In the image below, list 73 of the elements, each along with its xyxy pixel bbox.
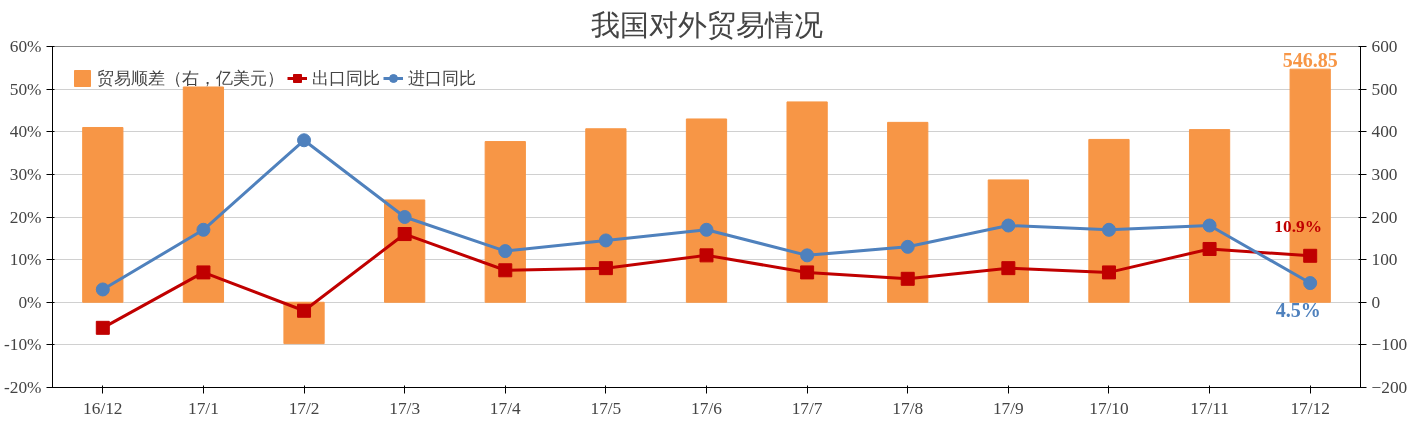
- x-tick-label: 17/5: [590, 398, 622, 418]
- y2-tick-label: 300: [1371, 164, 1398, 184]
- point: [800, 248, 815, 263]
- x-tick-label: 17/8: [892, 398, 924, 418]
- data-label: 4.5%: [1275, 299, 1321, 322]
- data-label: 546.85: [1282, 49, 1338, 72]
- x-tick-label: 17/11: [1190, 398, 1229, 418]
- y2-tick-label: −200: [1371, 378, 1408, 397]
- point: [800, 265, 815, 280]
- point: [699, 222, 714, 237]
- y-tick-label: -10%: [3, 335, 42, 355]
- point: [498, 244, 513, 259]
- point: [900, 271, 915, 286]
- point: [1101, 265, 1116, 280]
- y-tick-label: 50%: [9, 79, 42, 99]
- point: [598, 233, 613, 248]
- y2-tick-label: 200: [1371, 207, 1398, 227]
- point: [598, 261, 613, 276]
- y2-tick-label: 400: [1371, 122, 1398, 142]
- point: [95, 320, 110, 335]
- x-tick-label: 17/6: [691, 398, 723, 418]
- y2-tick-label: 500: [1371, 79, 1398, 99]
- point: [95, 282, 110, 297]
- bar: [685, 118, 728, 303]
- y-tick-label: 10%: [9, 250, 42, 270]
- y-tick-label: 30%: [9, 164, 42, 184]
- point: [498, 263, 513, 278]
- point: [196, 222, 211, 237]
- legend-label: 出口同比: [312, 67, 380, 90]
- x-tick-label: 17/4: [489, 398, 522, 418]
- bar: [182, 86, 225, 303]
- y-tick-label: 60%: [9, 37, 42, 56]
- point: [397, 227, 412, 242]
- point: [1303, 248, 1318, 263]
- x-tick-label: 17/10: [1089, 398, 1129, 418]
- point: [1101, 222, 1116, 237]
- chart-title: 我国对外贸易情况: [590, 7, 823, 42]
- point: [297, 133, 312, 148]
- y2-tick-label: 0: [1371, 292, 1381, 312]
- legend-label: 进口同比: [408, 67, 476, 90]
- point: [1202, 241, 1217, 256]
- x-tick-label: 17/3: [389, 398, 421, 418]
- point: [1001, 261, 1016, 276]
- bar: [82, 126, 124, 303]
- point: [1001, 218, 1016, 233]
- point: [699, 248, 714, 263]
- point: [397, 210, 412, 224]
- x-tick-label: 16/12: [83, 398, 123, 418]
- x-tick-label: 17/9: [992, 398, 1024, 418]
- legend-label: 贸易顺差（右，亿美元）: [97, 67, 284, 90]
- bar: [987, 179, 1029, 303]
- x-tick-label: 17/12: [1290, 398, 1330, 418]
- y-tick-label: 40%: [9, 122, 42, 142]
- point: [196, 265, 211, 280]
- x-tick-label: 17/1: [188, 398, 219, 418]
- y-tick-label: 0%: [18, 292, 42, 312]
- bar: [887, 121, 929, 303]
- y2-tick-label: 100: [1371, 250, 1398, 270]
- point: [1303, 276, 1318, 291]
- y2-tick-label: −100: [1371, 335, 1408, 355]
- bar: [1088, 138, 1130, 303]
- x-tick-label: 17/7: [791, 398, 823, 418]
- point: [900, 239, 915, 254]
- bar: [484, 141, 526, 303]
- point: [297, 303, 312, 318]
- bar: [786, 101, 828, 303]
- y2-tick-label: 600: [1371, 37, 1398, 56]
- bar: [1188, 129, 1231, 303]
- y-tick-label: 20%: [9, 207, 42, 227]
- bar: [585, 128, 627, 303]
- x-tick-label: 17/2: [288, 398, 320, 418]
- y-tick-label: -20%: [3, 378, 42, 397]
- point: [1202, 218, 1217, 233]
